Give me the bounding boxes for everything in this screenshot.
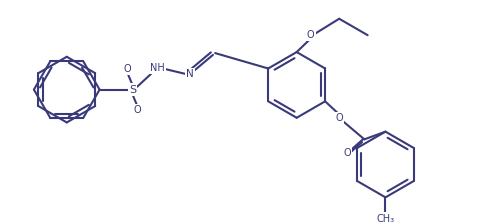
Text: N: N [186, 69, 194, 79]
Text: O: O [124, 64, 131, 74]
Text: NH: NH [150, 63, 165, 73]
Text: S: S [129, 85, 136, 95]
Text: O: O [307, 30, 314, 40]
Text: O: O [133, 105, 141, 115]
Text: O: O [343, 149, 351, 158]
Text: O: O [336, 113, 343, 123]
Text: CH₃: CH₃ [376, 214, 395, 224]
